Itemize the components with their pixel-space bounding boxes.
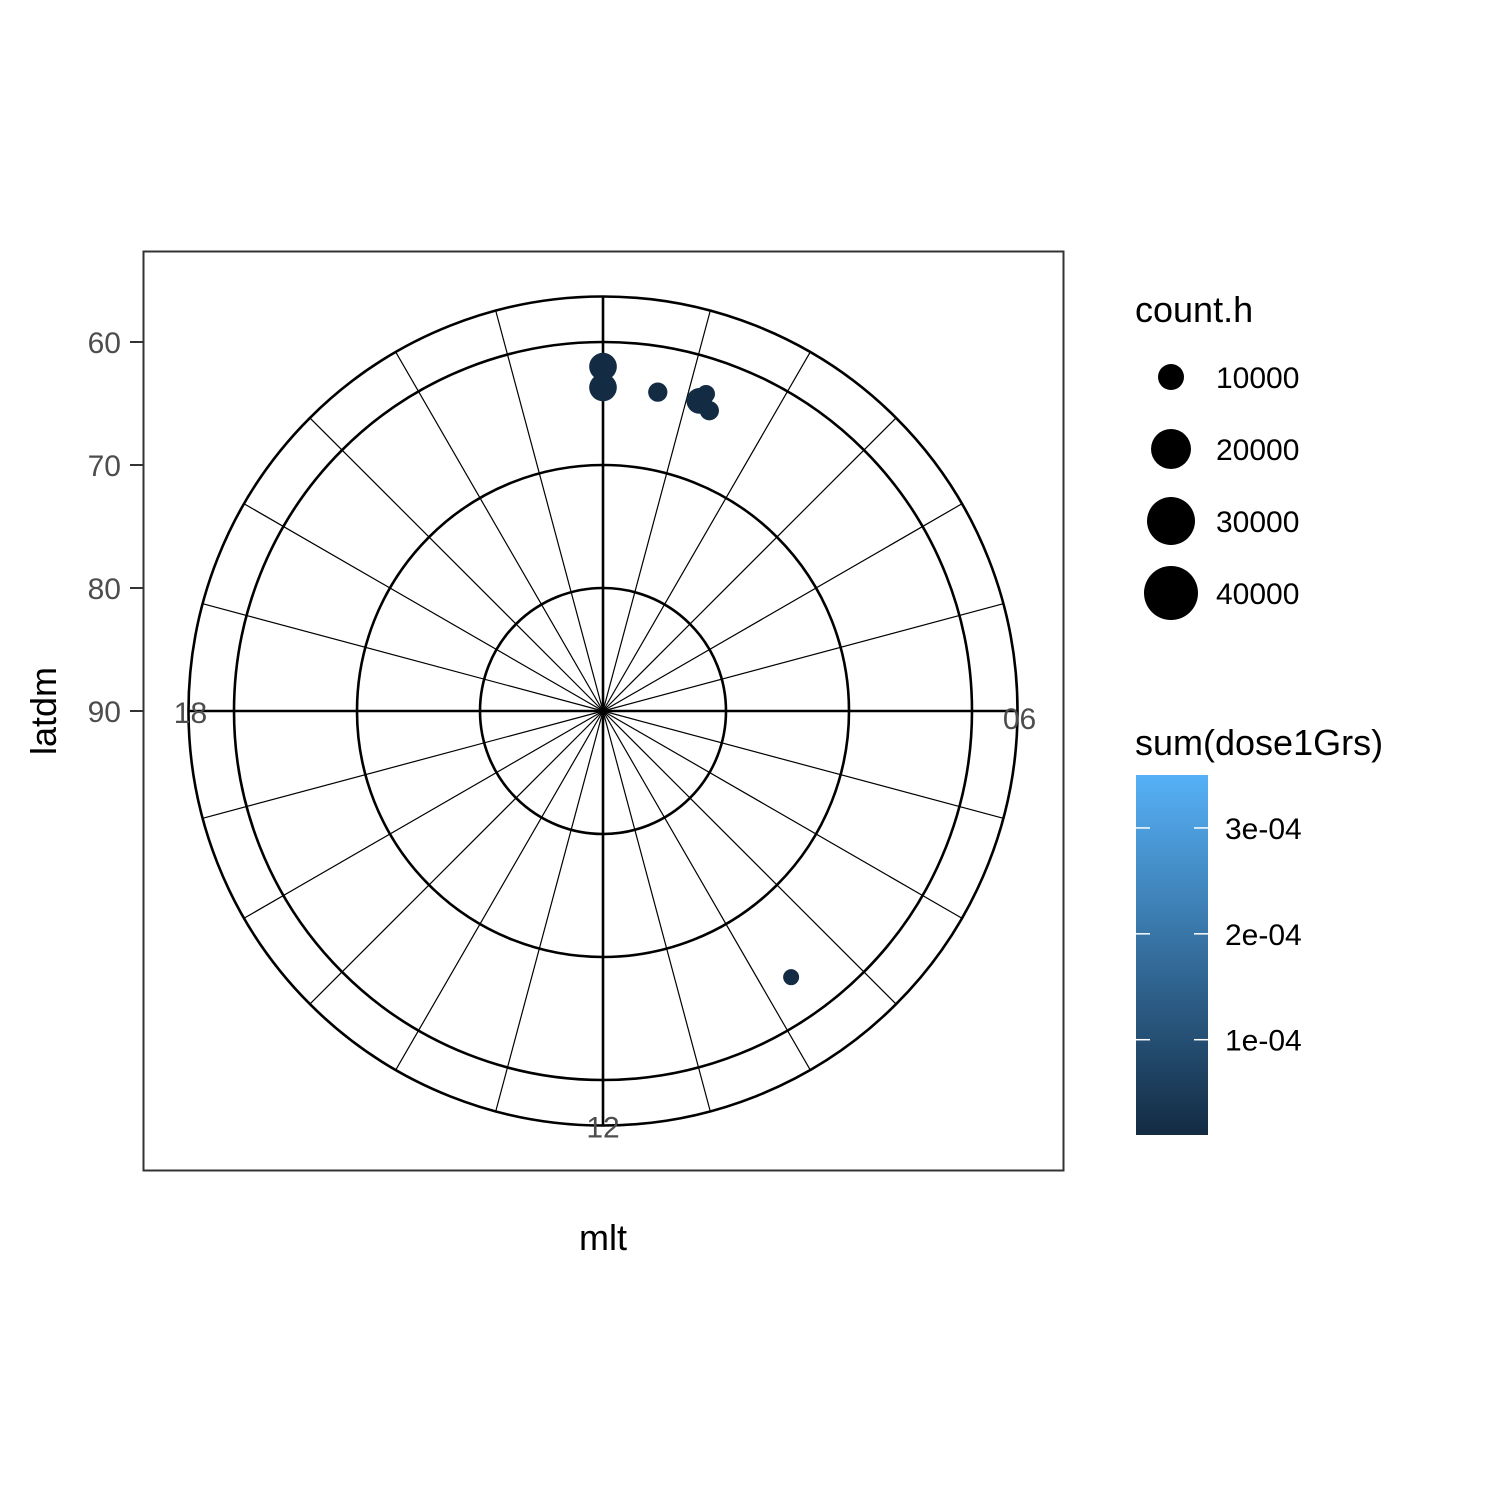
- data-point-2: [589, 352, 617, 381]
- size-key-label-20000: 20000: [1216, 434, 1299, 467]
- size-key-30000: [1147, 497, 1195, 545]
- x-axis-title: mlt: [579, 1217, 627, 1258]
- spoke-17: [202, 710, 604, 819]
- ring-56.3: [187, 295, 1019, 1127]
- size-key-label-40000: 40000: [1216, 578, 1299, 611]
- spoke-20: [243, 503, 604, 712]
- y-axis: 60 70 80 90: [88, 327, 143, 729]
- data-point-1: [589, 373, 617, 402]
- size-key-40000: [1144, 566, 1198, 620]
- y-tick-label-60: 60: [88, 327, 121, 360]
- spoke-15: [309, 710, 604, 1005]
- spoke-11: [602, 710, 711, 1112]
- spoke-1: [602, 310, 711, 712]
- spoke-22: [395, 351, 604, 712]
- size-key-label-10000: 10000: [1216, 362, 1299, 395]
- color-key-label-2: 1e-04: [1225, 1025, 1302, 1058]
- size-key-10000: [1158, 364, 1184, 390]
- data-point-0: [783, 969, 800, 986]
- spoke-8: [602, 710, 963, 919]
- size-legend: count.h 10000 20000 30000 40000: [1135, 289, 1299, 620]
- size-legend-title: count.h: [1135, 289, 1253, 330]
- mlt-labels: 12 18 06: [174, 697, 1036, 1145]
- size-key-20000: [1151, 429, 1191, 469]
- spoke-10: [602, 710, 811, 1071]
- y-tick-label-90: 90: [88, 696, 121, 729]
- ring-60: [232, 340, 974, 1082]
- mlt-label-12: 12: [586, 1112, 619, 1145]
- spoke-2: [602, 351, 811, 712]
- ring-70: [355, 463, 851, 959]
- spoke-3: [602, 417, 897, 712]
- y-tick-label-70: 70: [88, 450, 121, 483]
- data-points: [589, 352, 800, 986]
- color-legend: sum(dose1Grs) 3e-04 2e-04 1e-04: [1135, 722, 1383, 1135]
- y-axis-title: latdm: [23, 667, 64, 755]
- data-point-6: [697, 384, 716, 403]
- mlt-label-18: 18: [174, 697, 207, 730]
- spoke-5: [602, 603, 1004, 712]
- spoke-13: [495, 710, 604, 1112]
- spoke-7: [602, 710, 1004, 819]
- spoke-23: [495, 310, 604, 712]
- spoke-4: [602, 503, 963, 712]
- spoke-14: [395, 710, 604, 1071]
- spoke-21: [309, 417, 604, 712]
- data-point-5: [699, 401, 719, 421]
- spoke-19: [202, 603, 604, 712]
- y-tick-label-80: 80: [88, 573, 121, 606]
- data-point-3: [648, 382, 668, 402]
- color-key-label-0: 3e-04: [1225, 813, 1302, 846]
- mlt-label-06: 06: [1003, 703, 1036, 736]
- color-bar: [1136, 775, 1208, 1135]
- polar-grid: [187, 295, 1019, 1127]
- ring-80: [478, 586, 728, 836]
- spoke-16: [243, 710, 604, 919]
- color-key-label-1: 2e-04: [1225, 919, 1302, 952]
- spoke-9: [602, 710, 897, 1005]
- color-legend-title: sum(dose1Grs): [1135, 722, 1383, 763]
- size-key-label-30000: 30000: [1216, 506, 1299, 539]
